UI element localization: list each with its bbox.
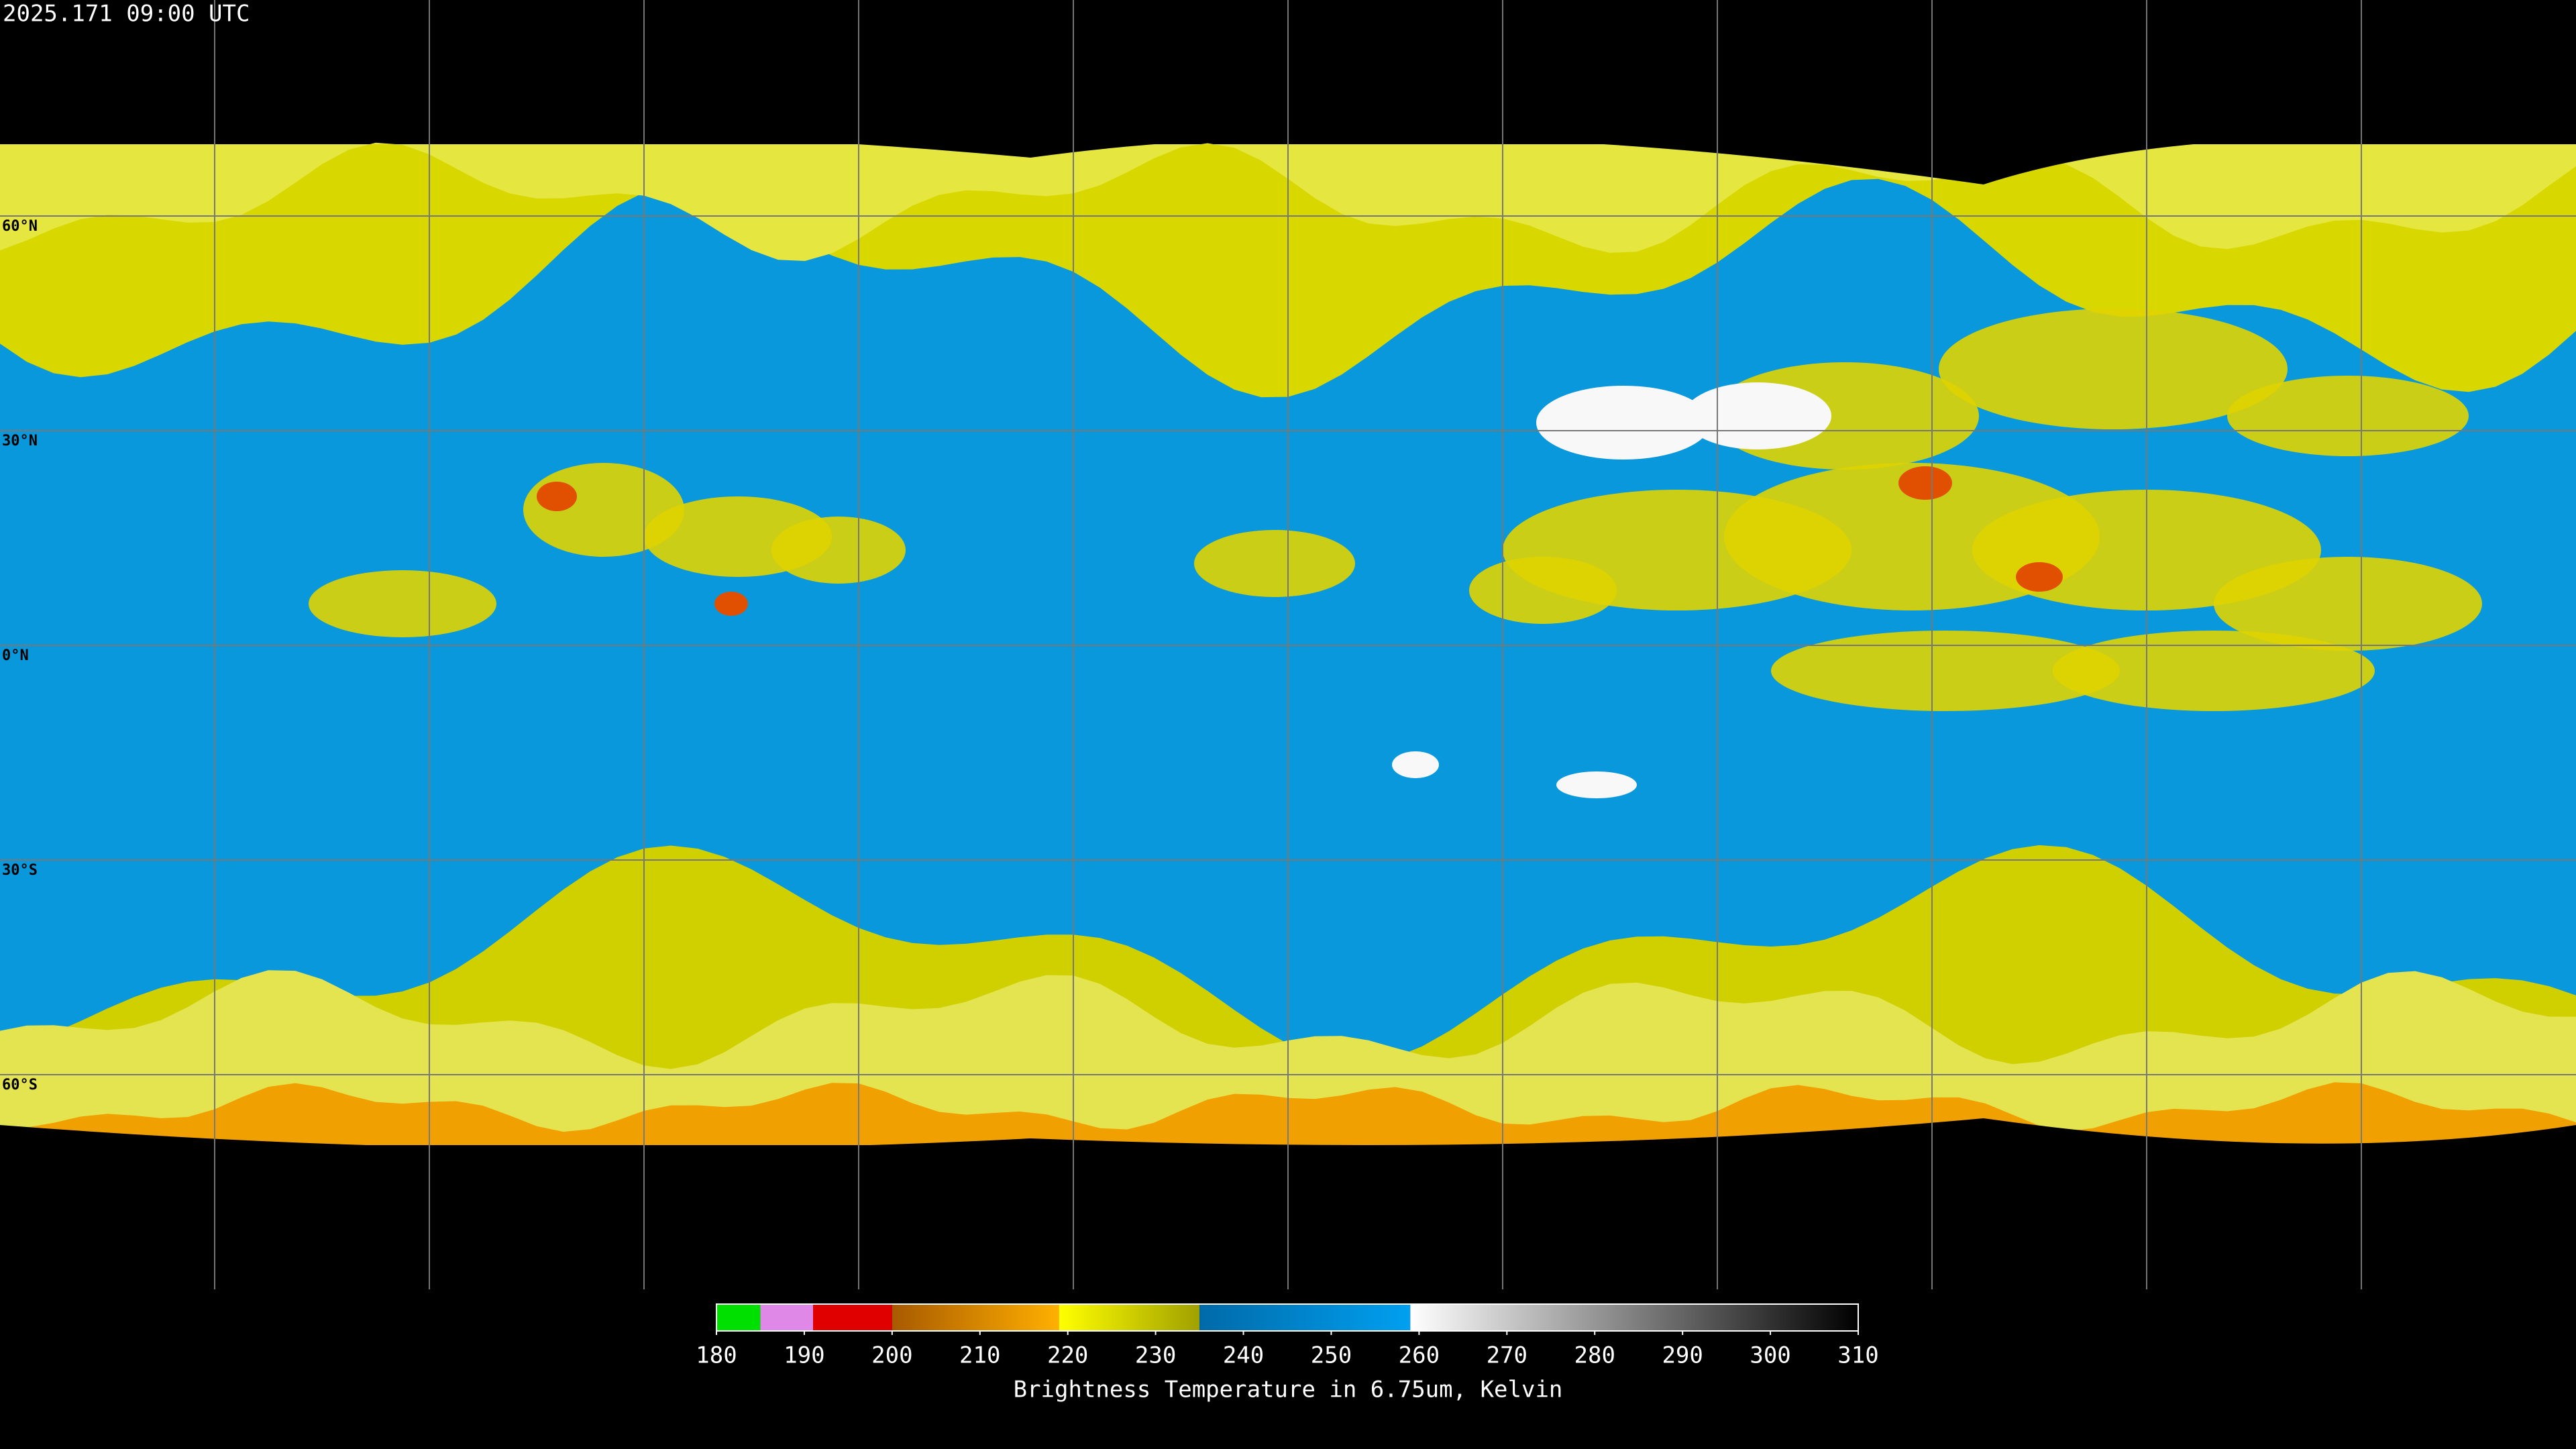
colorbar-tick-label: 290: [1662, 1342, 1703, 1369]
colorbar-segment: [1059, 1304, 1200, 1331]
dry-warm-area: [1556, 771, 1637, 798]
dry-warm-area: [1684, 382, 1831, 449]
latitude-label: 60°N: [2, 218, 38, 235]
colorbar-tick-label: 310: [1837, 1342, 1878, 1369]
latitude-label: 60°S: [2, 1077, 38, 1093]
colorbar-label: Brightness Temperature in 6.75um, Kelvin: [1014, 1377, 1563, 1403]
colorbar-segment: [1410, 1304, 1858, 1331]
colorbar-segment: [813, 1304, 892, 1331]
cold-cloud-top: [714, 592, 748, 616]
convection-cloud: [1194, 530, 1355, 597]
colorbar-tick-label: 260: [1399, 1342, 1440, 1369]
cold-cloud-top: [537, 482, 577, 511]
cold-cloud-top: [2016, 562, 2063, 592]
latitude-label: 30°S: [2, 862, 38, 879]
colorbar-segment: [716, 1304, 761, 1331]
colorbar-frame: [716, 1303, 1859, 1332]
colorbar-tick-label: 180: [696, 1342, 737, 1369]
timestamp: 2025.171 09:00 UTC: [3, 1, 250, 28]
convection-cloud: [2227, 376, 2469, 456]
convection-cloud: [2053, 631, 2375, 711]
colorbar-tick-label: 270: [1487, 1342, 1527, 1369]
colorbar-tick-label: 280: [1574, 1342, 1615, 1369]
colorbar-tick-label: 210: [959, 1342, 1000, 1369]
colorbar-tick-label: 190: [784, 1342, 824, 1369]
colorbar-tick-label: 200: [871, 1342, 912, 1369]
convection-cloud: [771, 517, 906, 584]
latitude-label: 0°N: [2, 647, 29, 664]
colorbar: 180 190 200 210 220 230 240 250 260 270 280 290 300 3…: [696, 1303, 1879, 1369]
colorbar-tick-label: 220: [1047, 1342, 1088, 1369]
convection-cloud: [2214, 557, 2482, 651]
colorbar-tick-label: 250: [1311, 1342, 1352, 1369]
dry-warm-area: [1536, 386, 1711, 460]
dry-warm-area: [1392, 751, 1439, 778]
convection-cloud: [1469, 557, 1617, 624]
colorbar-segment: [1199, 1304, 1411, 1331]
colorbar-tick-label: 240: [1223, 1342, 1264, 1369]
cold-cloud-top: [1898, 466, 1952, 500]
convection-cloud: [1939, 309, 2288, 429]
colorbar-tick-label: 300: [1750, 1342, 1790, 1369]
graticule: 60°N 30°N 0°N 30°S 60°S: [0, 0, 2576, 1289]
colorbar-segment: [760, 1304, 814, 1331]
latitude-label: 30°N: [2, 433, 38, 449]
convection-cloud: [309, 570, 496, 637]
colorbar-segment: [892, 1304, 1059, 1331]
convection-cloud: [1771, 631, 2120, 711]
colorbar-tick-label: 230: [1135, 1342, 1176, 1369]
